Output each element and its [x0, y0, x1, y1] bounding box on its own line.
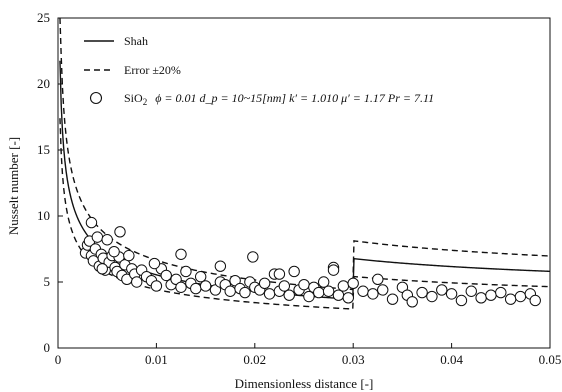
- legend-data-params: ϕ = 0.01 d_p = 10~15[nm] k′ = 1.010 μ′ =…: [155, 91, 434, 105]
- data-point: [377, 284, 389, 296]
- data-point: [327, 264, 340, 276]
- x-tick-label: 0.03: [342, 352, 365, 367]
- data-point: [150, 280, 163, 292]
- plot-frame: [57, 17, 551, 349]
- data-point: [258, 277, 271, 290]
- legend-data-prefix: SiO: [124, 91, 143, 105]
- data-point: [101, 234, 113, 246]
- data-point: [288, 265, 300, 278]
- data-point: [108, 245, 120, 258]
- y-tick-label: 0: [44, 340, 51, 355]
- data-point: [239, 286, 251, 299]
- data-point: [406, 296, 418, 308]
- data-point: [224, 285, 236, 297]
- y-axis-ticks: 0 5 10 15 20 25: [37, 10, 63, 355]
- data-point: [367, 288, 379, 300]
- data-point: [85, 216, 98, 229]
- data-point: [190, 282, 202, 295]
- data-point: [123, 249, 135, 262]
- data-point: [91, 231, 104, 243]
- data-point: [504, 293, 517, 305]
- data-point: [214, 260, 227, 272]
- data-point: [465, 285, 477, 297]
- data-point: [436, 284, 448, 296]
- legend-error-label: Error ±20%: [124, 63, 181, 77]
- y-tick-label: 25: [37, 10, 50, 25]
- data-point: [347, 277, 359, 290]
- legend-data-subscript: 2: [143, 97, 148, 107]
- x-tick-label: 0: [55, 352, 62, 367]
- data-point: [322, 285, 335, 297]
- x-tick-label: 0.04: [440, 352, 463, 367]
- data-point: [529, 294, 541, 307]
- data-point: [426, 290, 438, 303]
- data-point: [273, 268, 286, 280]
- y-tick-label: 20: [37, 76, 50, 91]
- data-point: [175, 281, 187, 293]
- x-tick-label: 0.05: [539, 352, 562, 367]
- error-upper-curve: [59, 17, 551, 291]
- data-point: [337, 280, 350, 292]
- data-point: [475, 292, 487, 304]
- data-point: [416, 286, 428, 299]
- data-point: [148, 257, 161, 270]
- x-tick-label: 0.02: [243, 352, 266, 367]
- x-axis-label: Dimensionless distance [-]: [235, 376, 374, 391]
- y-tick-label: 15: [37, 142, 50, 157]
- data-point: [114, 226, 126, 238]
- y-tick-label: 5: [44, 274, 51, 289]
- data-point: [357, 285, 369, 297]
- legend-data-label: SiO2 ϕ = 0.01 d_p = 10~15[nm] k′ = 1.010 …: [124, 91, 434, 107]
- data-point: [96, 263, 108, 275]
- legend-data-marker: [89, 91, 103, 105]
- data-point: [283, 289, 295, 301]
- data-point: [386, 293, 399, 305]
- data-point: [495, 286, 507, 299]
- data-point: [514, 290, 527, 303]
- y-axis-label: Nusselt number [-]: [6, 137, 21, 235]
- x-tick-label: 0.01: [145, 352, 168, 367]
- data-point: [298, 278, 310, 291]
- legend-shah-label: Shah: [124, 34, 148, 48]
- data-point: [445, 288, 458, 300]
- data-point: [175, 248, 187, 260]
- data-point: [485, 289, 497, 301]
- data-point: [199, 280, 212, 292]
- data-point: [332, 289, 345, 301]
- data-point: [278, 280, 291, 292]
- error-lower-curve: [59, 118, 551, 310]
- y-tick-label: 10: [37, 208, 50, 223]
- data-point: [342, 292, 354, 304]
- data-point: [317, 276, 330, 288]
- data-point: [180, 265, 192, 278]
- data-points: [79, 216, 541, 308]
- data-point: [303, 290, 315, 303]
- data-point: [194, 271, 207, 283]
- data-point: [160, 269, 172, 282]
- data-point: [263, 288, 276, 300]
- data-point: [455, 294, 468, 307]
- data-point: [131, 276, 143, 288]
- legend: Shah Error ±20% SiO2 ϕ = 0.01 d_p = 10~15…: [84, 34, 434, 107]
- data-point: [372, 273, 384, 286]
- x-axis-ticks: 0 0.01 0.02 0.03 0.04 0.05: [55, 343, 562, 367]
- data-point: [313, 286, 325, 299]
- data-point: [247, 251, 259, 263]
